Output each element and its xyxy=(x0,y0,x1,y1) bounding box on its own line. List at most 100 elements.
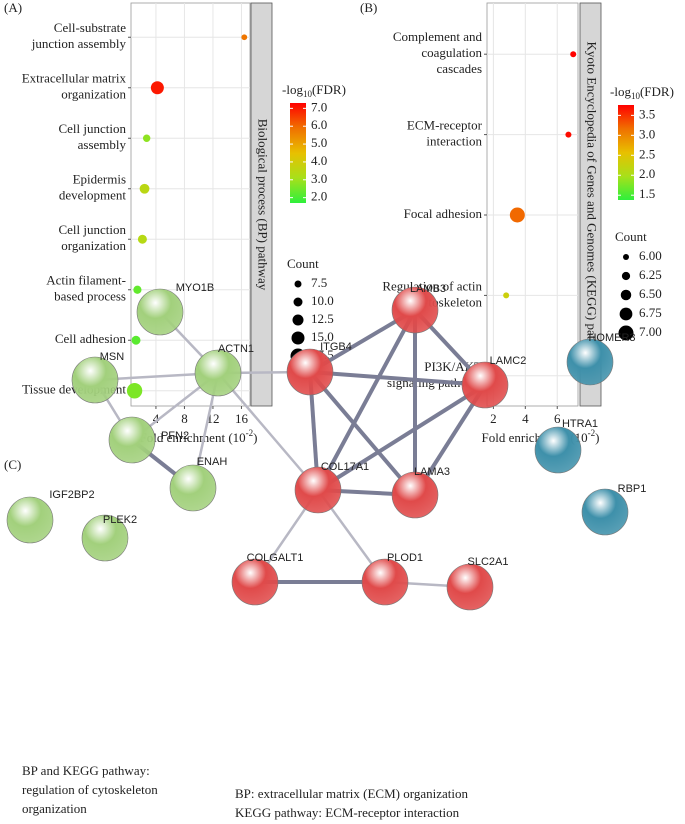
color-tick-label: 5.0 xyxy=(311,135,327,150)
node xyxy=(71,356,119,404)
y-tick-label: Cell junction xyxy=(58,121,126,136)
x-label-sup: -2 xyxy=(246,428,254,438)
size-key-label: 10.0 xyxy=(311,293,334,308)
color-bar xyxy=(618,105,634,200)
y-tick-label: Cell-substrate xyxy=(54,20,126,35)
x-label-part: ) xyxy=(253,430,257,445)
node-label: ITGB4 xyxy=(320,341,352,353)
size-key xyxy=(291,331,305,345)
panel-label: (A) xyxy=(4,0,22,15)
legend-text: regulation of cytoskeleton xyxy=(22,782,158,797)
legend-text: KEGG pathway: ECM-receptor interaction xyxy=(235,805,460,820)
node xyxy=(446,563,494,611)
y-tick-label: Complement and xyxy=(393,29,483,44)
bubble xyxy=(131,335,141,345)
plot-area xyxy=(130,2,251,407)
color-legend-title: -log10(FDR) xyxy=(282,82,346,99)
node xyxy=(566,338,614,386)
size-key xyxy=(623,254,629,260)
node xyxy=(534,426,582,474)
y-tick-label: assembly xyxy=(78,137,127,152)
color-tick-label: 3.0 xyxy=(639,126,655,141)
y-tick-label: Actin filament- xyxy=(46,273,126,288)
x-label-sup: -2 xyxy=(588,428,596,438)
title-part: -log xyxy=(610,84,631,99)
bubble xyxy=(241,34,248,41)
size-key-label: 6.75 xyxy=(639,305,662,320)
bubble xyxy=(139,183,150,194)
size-key-label: 6.00 xyxy=(639,248,662,263)
legend-text: organization xyxy=(22,801,87,816)
node xyxy=(461,361,509,409)
bubble xyxy=(137,234,147,244)
edge xyxy=(217,372,319,491)
strip xyxy=(250,2,273,407)
node-label: COL17A1 xyxy=(321,461,369,473)
plot-area xyxy=(486,2,579,407)
node xyxy=(169,464,217,512)
x-tick-label: 6 xyxy=(554,411,561,426)
legend-text: BP: extracellular matrix (ECM) organizat… xyxy=(235,786,468,801)
y-tick-label: Focal adhesion xyxy=(404,206,483,221)
node-label: HOMER3 xyxy=(588,332,635,344)
y-tick-label: coagulation xyxy=(421,45,482,60)
x-label-part: Fold enrichment (10 xyxy=(140,430,246,445)
node-label: RBP1 xyxy=(618,483,647,495)
node-label: MYO1B xyxy=(176,282,215,294)
node-label: PLOD1 xyxy=(387,552,423,564)
y-tick-label: based process xyxy=(54,289,126,304)
color-tick-label: 2.5 xyxy=(639,146,655,161)
node xyxy=(6,496,54,544)
node xyxy=(194,349,242,397)
strip xyxy=(579,2,602,407)
x-tick-label: 8 xyxy=(181,411,188,426)
color-tick-label: 7.0 xyxy=(311,99,327,114)
x-tick-label: 16 xyxy=(235,411,249,426)
size-key-label: 6.50 xyxy=(639,286,662,301)
color-tick-label: 3.0 xyxy=(311,171,327,186)
bubble xyxy=(142,134,151,142)
y-tick-label: organization xyxy=(61,87,126,102)
y-tick-label: cascades xyxy=(437,61,482,76)
size-legend-title: Count xyxy=(615,229,647,244)
node-label: ACTN1 xyxy=(218,343,254,355)
title-sub: 10 xyxy=(631,91,641,101)
size-key xyxy=(619,307,633,321)
node-label: MSN xyxy=(100,351,125,363)
color-tick-label: 2.0 xyxy=(639,166,655,181)
node xyxy=(231,558,279,606)
size-key-label: 7.5 xyxy=(311,275,327,290)
color-tick-label: 1.5 xyxy=(639,186,655,201)
node-label: COLGALT1 xyxy=(247,552,304,564)
strip-label: Biological process (BP) pathway xyxy=(256,119,271,291)
x-axis-label: Fold enrichment (10-2) xyxy=(140,428,258,445)
x-tick-label: 2 xyxy=(490,411,497,426)
color-legend-title: -log10(FDR) xyxy=(610,84,674,101)
y-tick-label: junction assembly xyxy=(31,36,127,51)
node xyxy=(581,488,629,536)
node-label: PFN2 xyxy=(161,430,189,442)
legend-text: BP and KEGG pathway: xyxy=(22,763,150,778)
size-key xyxy=(620,289,632,301)
size-key xyxy=(294,280,302,288)
edge xyxy=(316,383,487,492)
size-key-label: 7.00 xyxy=(639,324,662,339)
node-label: SLC2A1 xyxy=(468,556,509,568)
y-tick-label: Cell junction xyxy=(58,222,126,237)
node-label: PLEK2 xyxy=(103,514,137,526)
node xyxy=(391,286,439,334)
bubble xyxy=(570,51,577,58)
panel-label: (C) xyxy=(4,457,21,472)
size-key xyxy=(621,271,631,281)
color-tick-label: 4.0 xyxy=(311,153,327,168)
edge xyxy=(309,370,486,387)
size-legend-title: Count xyxy=(287,256,319,271)
size-key-label: 6.25 xyxy=(639,267,662,282)
bubble xyxy=(133,285,142,294)
node-label: ENAH xyxy=(197,456,228,468)
y-tick-label: organization xyxy=(61,238,126,253)
y-tick-label: ECM-receptor xyxy=(407,118,483,133)
bubble xyxy=(565,131,572,138)
node xyxy=(108,416,156,464)
node-label: LAMA3 xyxy=(414,466,450,478)
